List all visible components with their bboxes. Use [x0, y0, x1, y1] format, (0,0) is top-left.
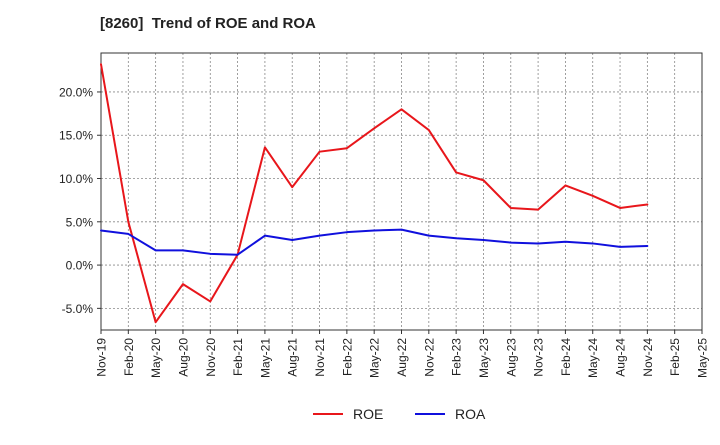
x-tick-label: Feb-21	[231, 338, 245, 376]
x-tick-label: May-25	[696, 338, 710, 378]
legend-label-roe: ROE	[353, 406, 383, 422]
plot-area	[101, 53, 702, 330]
y-tick-label: 20.0%	[59, 85, 93, 99]
x-tick-label: Nov-19	[95, 338, 109, 377]
x-tick-label: May-21	[258, 338, 272, 378]
x-tick-label: Feb-23	[450, 338, 464, 376]
x-tick-label: Aug-22	[395, 338, 409, 377]
series-line-roe	[100, 63, 649, 324]
x-tick-label: Nov-22	[422, 338, 436, 377]
chart-title: [8260] Trend of ROE and ROA	[100, 15, 316, 32]
x-tick-label: Nov-20	[204, 338, 218, 377]
x-tick-label: Feb-24	[559, 338, 573, 376]
y-tick-label: 5.0%	[66, 215, 94, 229]
y-tick-label: -5.0%	[62, 302, 94, 316]
x-tick-label: May-20	[149, 338, 163, 378]
x-tick-label: Aug-24	[614, 338, 628, 377]
x-tick-label: Feb-25	[668, 338, 682, 376]
y-tick-label: 15.0%	[59, 129, 93, 143]
x-tick-label: Feb-20	[122, 338, 136, 376]
x-tick-label: Feb-22	[340, 338, 354, 376]
x-tick-label: Aug-23	[504, 338, 518, 377]
x-tick-label: Nov-23	[532, 338, 546, 377]
legend-label-roa: ROA	[455, 406, 486, 422]
x-tick-label: Aug-21	[286, 338, 300, 377]
x-tick-label: Aug-20	[176, 338, 190, 377]
y-tick-label: 0.0%	[66, 259, 94, 273]
x-tick-label: May-23	[477, 338, 491, 378]
x-tick-label: Nov-21	[313, 338, 327, 377]
x-tick-label: Nov-24	[641, 338, 655, 377]
series-line-roa	[100, 228, 649, 256]
x-tick-label: May-24	[586, 338, 600, 378]
x-tick-label: May-22	[368, 338, 382, 378]
y-tick-label: 10.0%	[59, 172, 93, 186]
